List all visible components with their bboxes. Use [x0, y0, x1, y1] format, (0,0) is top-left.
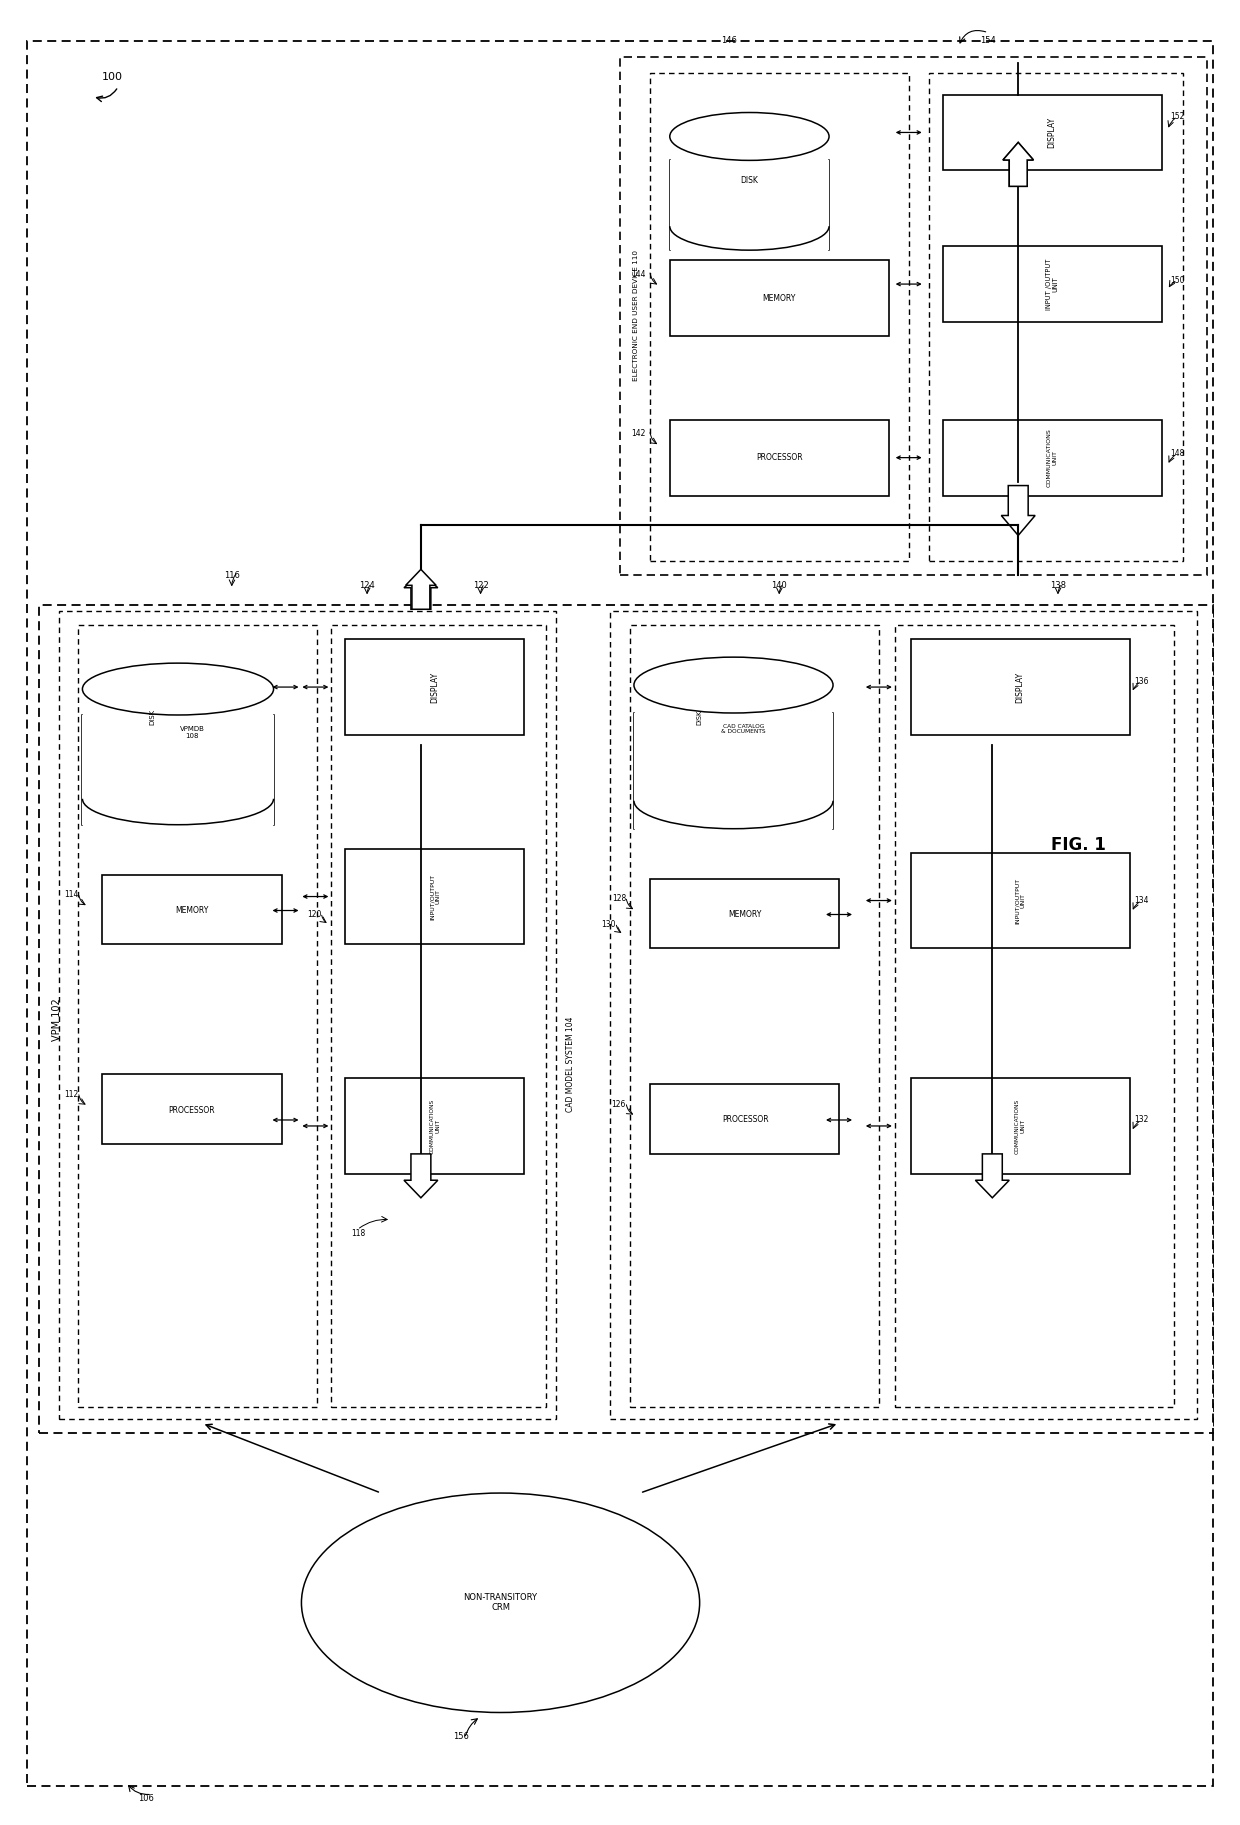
Bar: [650, 73, 909, 562]
Text: 106: 106: [138, 1794, 154, 1803]
Polygon shape: [404, 1153, 438, 1197]
Bar: [650, 878, 839, 949]
Text: CAD MODEL SYSTEM 104: CAD MODEL SYSTEM 104: [565, 1017, 574, 1111]
Text: DISPLAY: DISPLAY: [1048, 117, 1056, 148]
Bar: [78, 626, 317, 1407]
Text: DISPLAY: DISPLAY: [430, 672, 439, 703]
Bar: [929, 73, 1183, 562]
Text: 146: 146: [722, 36, 738, 46]
Polygon shape: [1003, 142, 1033, 186]
Polygon shape: [405, 569, 436, 610]
Text: 144: 144: [631, 270, 646, 279]
Text: COMMUNICATIONS
UNIT: COMMUNICATIONS UNIT: [1014, 1099, 1025, 1153]
Bar: [345, 639, 525, 735]
Bar: [82, 715, 274, 825]
Text: DISK: DISK: [149, 708, 155, 725]
Text: INPUT/OUTPUT
UNIT: INPUT/OUTPUT UNIT: [1014, 878, 1025, 923]
Text: 154: 154: [981, 36, 996, 46]
Text: MEMORY: MEMORY: [729, 911, 763, 920]
Bar: [942, 420, 1162, 496]
Text: 128: 128: [611, 894, 626, 903]
Bar: [634, 714, 833, 829]
Bar: [345, 849, 525, 944]
Text: VPMDB
108: VPMDB 108: [180, 726, 205, 739]
Text: PROCESSOR: PROCESSOR: [169, 1106, 216, 1115]
Ellipse shape: [301, 1493, 699, 1712]
Text: 112: 112: [64, 1090, 78, 1099]
Text: 150: 150: [1171, 276, 1184, 285]
Polygon shape: [976, 1153, 1009, 1197]
Text: 118: 118: [351, 1230, 366, 1237]
Ellipse shape: [670, 113, 830, 161]
Text: 156: 156: [453, 1732, 469, 1741]
Bar: [630, 626, 879, 1407]
Bar: [670, 161, 830, 250]
Ellipse shape: [634, 657, 833, 714]
Bar: [670, 261, 889, 336]
Bar: [331, 626, 547, 1407]
Text: INPUT/OUTPUT
UNIT: INPUT/OUTPUT UNIT: [429, 874, 440, 920]
Text: INPUT /OUTPUT
UNIT: INPUT /OUTPUT UNIT: [1045, 259, 1059, 310]
Bar: [58, 611, 557, 1420]
Text: 122: 122: [472, 580, 489, 589]
Text: DISPLAY: DISPLAY: [1016, 672, 1024, 703]
Text: COMMUNICATIONS
UNIT: COMMUNICATIONS UNIT: [1047, 429, 1058, 487]
Bar: [38, 606, 1213, 1433]
Text: CAD CATALOG
& DOCUMENTS: CAD CATALOG & DOCUMENTS: [722, 723, 766, 734]
Text: 100: 100: [102, 71, 123, 82]
Bar: [620, 57, 1208, 575]
Text: 132: 132: [1135, 1115, 1148, 1124]
Text: 130: 130: [601, 920, 616, 929]
Polygon shape: [404, 573, 438, 610]
Text: MEMORY: MEMORY: [175, 905, 208, 914]
Bar: [942, 246, 1162, 321]
Text: ELECTRONIC END USER DEVICE 110: ELECTRONIC END USER DEVICE 110: [632, 250, 639, 381]
Text: 142: 142: [631, 429, 646, 438]
Text: 148: 148: [1171, 449, 1184, 458]
Text: 134: 134: [1135, 896, 1149, 905]
Bar: [103, 874, 281, 944]
Text: 126: 126: [611, 1099, 626, 1108]
Bar: [910, 639, 1130, 735]
Bar: [610, 611, 1198, 1420]
Bar: [910, 852, 1130, 949]
Text: 152: 152: [1171, 111, 1184, 120]
Text: 116: 116: [223, 571, 239, 580]
Text: PROCESSOR: PROCESSOR: [756, 453, 802, 462]
Bar: [650, 1084, 839, 1153]
Text: 140: 140: [771, 580, 787, 589]
Text: VPM 102: VPM 102: [52, 998, 62, 1040]
Bar: [910, 1079, 1130, 1173]
Text: 114: 114: [64, 891, 78, 900]
Text: 138: 138: [1050, 580, 1066, 589]
Text: NON-TRANSITORY
CRM: NON-TRANSITORY CRM: [464, 1593, 537, 1613]
Text: 124: 124: [360, 580, 374, 589]
Text: MEMORY: MEMORY: [763, 294, 796, 303]
Bar: [670, 420, 889, 496]
Bar: [895, 626, 1173, 1407]
Text: DISK: DISK: [697, 710, 703, 725]
Bar: [942, 95, 1162, 170]
Polygon shape: [1001, 485, 1035, 535]
Text: COMMUNICATIONS
UNIT: COMMUNICATIONS UNIT: [429, 1099, 440, 1153]
Text: 136: 136: [1135, 677, 1149, 686]
Bar: [345, 1079, 525, 1173]
Ellipse shape: [82, 662, 274, 715]
Text: DISK: DISK: [740, 175, 759, 184]
Text: FIG. 1: FIG. 1: [1050, 836, 1105, 854]
Text: PROCESSOR: PROCESSOR: [722, 1115, 769, 1124]
Polygon shape: [1003, 142, 1033, 186]
Bar: [103, 1075, 281, 1144]
Text: 120: 120: [308, 911, 321, 920]
